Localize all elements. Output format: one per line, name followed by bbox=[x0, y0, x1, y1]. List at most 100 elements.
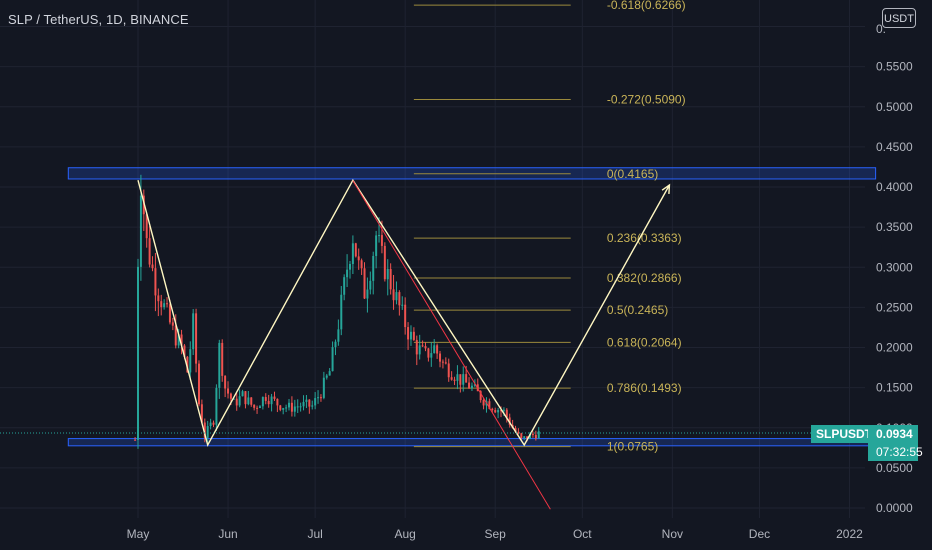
candle-body bbox=[195, 313, 198, 364]
y-tick-label: 0.0000 bbox=[876, 501, 913, 515]
candle-body bbox=[462, 374, 465, 385]
candle-body bbox=[383, 245, 386, 280]
candle-body bbox=[427, 348, 430, 358]
candle-body bbox=[340, 294, 343, 330]
candle-body bbox=[189, 349, 192, 373]
candle-body bbox=[444, 362, 447, 364]
candle-body bbox=[177, 334, 180, 346]
candle-body bbox=[409, 331, 412, 340]
candle-body bbox=[412, 331, 415, 340]
candle-body bbox=[305, 399, 308, 402]
candle-body bbox=[526, 436, 529, 439]
price-badge-value: 0.0934 bbox=[876, 427, 913, 441]
candle-body bbox=[430, 353, 433, 358]
candle-body bbox=[197, 363, 200, 405]
candle-body bbox=[473, 384, 476, 386]
candle-body bbox=[392, 289, 395, 301]
candle-body bbox=[241, 391, 244, 397]
candle-body bbox=[337, 329, 340, 342]
y-tick-label: 0.4500 bbox=[876, 140, 913, 154]
fib-level-label: 0.236(0.3363) bbox=[607, 231, 682, 245]
candle-body bbox=[500, 410, 502, 412]
candle-body bbox=[415, 339, 418, 355]
pattern-polyline bbox=[137, 178, 671, 447]
candle-body bbox=[288, 402, 291, 408]
candle-body bbox=[398, 292, 401, 306]
candle-body bbox=[285, 407, 288, 409]
axes[interactable]: 0.00000.05000.10000.15000.20000.25000.30… bbox=[127, 22, 913, 541]
candle-body bbox=[244, 391, 247, 405]
candle-body bbox=[224, 375, 227, 389]
symbol-badge bbox=[811, 425, 868, 443]
candle-body bbox=[433, 345, 436, 354]
candle-body bbox=[276, 398, 279, 406]
candle-body bbox=[372, 255, 375, 281]
candle-body bbox=[139, 195, 142, 267]
x-tick-label: Sep bbox=[485, 527, 507, 541]
zone-support bbox=[67, 438, 877, 447]
x-tick-label: 2022 bbox=[836, 527, 863, 541]
candle-body bbox=[348, 263, 351, 270]
candle-body bbox=[360, 260, 363, 269]
candle-body bbox=[401, 304, 404, 306]
candle-body bbox=[180, 334, 183, 346]
candle-body bbox=[171, 322, 174, 326]
candle-body bbox=[537, 431, 540, 439]
fib-level-label: 0.5(0.2465) bbox=[607, 303, 668, 317]
fibonacci-retracement[interactable]: -0.618(0.6266) -0.272(0.5090) 0(0.4165) 0.2… bbox=[413, 0, 686, 454]
candle-body bbox=[200, 404, 203, 423]
candle-body bbox=[166, 303, 169, 305]
candle-body bbox=[456, 374, 459, 381]
candle-body bbox=[378, 235, 381, 237]
candle-body bbox=[299, 406, 302, 408]
candlestick-series bbox=[134, 174, 540, 449]
candle-body bbox=[407, 327, 410, 340]
candle-body bbox=[314, 398, 317, 406]
candle-body bbox=[232, 398, 235, 400]
candle-body bbox=[363, 268, 366, 299]
y-tick-label: 0.5500 bbox=[876, 60, 913, 74]
price-zones[interactable] bbox=[67, 167, 877, 447]
y-tick-label: 0.5000 bbox=[876, 100, 913, 114]
y-tick-label: 0.2000 bbox=[876, 341, 913, 355]
candle-body bbox=[453, 379, 456, 381]
candle-body bbox=[351, 243, 354, 264]
pattern-drawings[interactable] bbox=[0, 178, 865, 510]
candle-body bbox=[273, 396, 276, 399]
fib-level-label: 1(0.0765) bbox=[607, 440, 658, 454]
candle-body bbox=[319, 397, 322, 399]
candle-body bbox=[523, 436, 526, 438]
candle-body bbox=[517, 431, 520, 434]
candle-body bbox=[465, 374, 468, 383]
candle-body bbox=[439, 353, 442, 362]
candle-body bbox=[206, 426, 209, 438]
candle-body bbox=[183, 345, 186, 357]
candle-body bbox=[395, 292, 398, 301]
candle-body bbox=[186, 356, 189, 373]
candle-body bbox=[267, 400, 270, 405]
chart-title: SLP / TetherUS, 1D, BINANCE bbox=[8, 12, 189, 27]
candle-body bbox=[174, 325, 177, 346]
candle-body bbox=[505, 409, 508, 418]
candle-body bbox=[253, 404, 256, 408]
candle-body bbox=[459, 374, 462, 385]
candle-body bbox=[418, 345, 421, 355]
fib-level-label: 0(0.4165) bbox=[607, 167, 658, 181]
candle-body bbox=[421, 345, 424, 347]
candle-body bbox=[436, 345, 439, 354]
candle-body bbox=[154, 268, 157, 296]
x-tick-label: Jul bbox=[307, 527, 322, 541]
fib-level-label: -0.272(0.5090) bbox=[607, 93, 686, 107]
candle-body bbox=[529, 433, 532, 439]
candle-body bbox=[229, 393, 232, 399]
fib-level-label: 0.618(0.2064) bbox=[607, 335, 682, 349]
y-tick-label: 0.0500 bbox=[876, 461, 913, 475]
currency-button[interactable]: USDT bbox=[882, 8, 916, 28]
candle-body bbox=[148, 238, 151, 265]
candle-body bbox=[328, 371, 331, 376]
candle-body bbox=[270, 396, 273, 405]
candle-body bbox=[296, 406, 299, 408]
candle-body bbox=[497, 410, 500, 413]
candle-body bbox=[258, 406, 261, 409]
